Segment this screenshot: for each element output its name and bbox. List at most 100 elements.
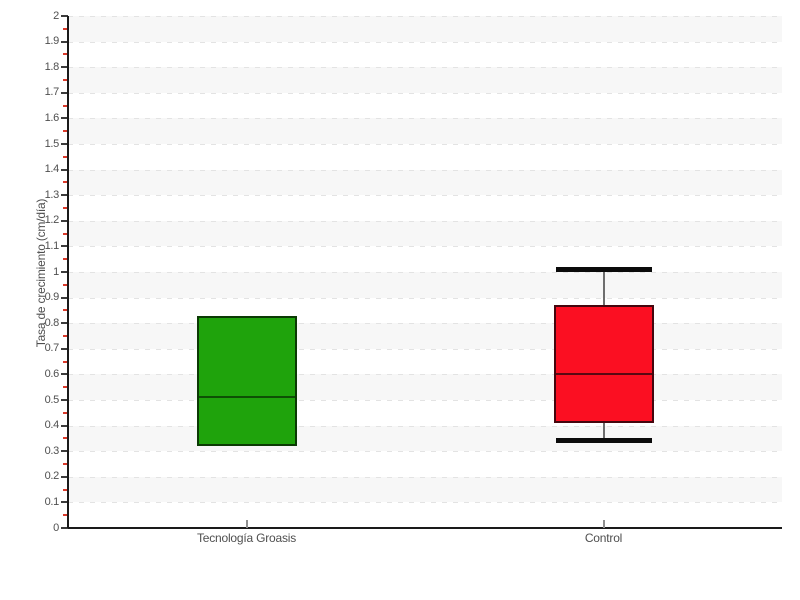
x-axis-line	[68, 527, 782, 529]
y-major-tick	[61, 66, 68, 69]
y-tick-label: 1.1	[44, 239, 60, 252]
y-gridline	[68, 41, 782, 43]
median-line	[198, 396, 295, 399]
y-gridline	[68, 323, 782, 325]
y-major-tick	[61, 347, 68, 350]
y-minor-tick	[63, 130, 68, 133]
y-gridline	[68, 502, 782, 504]
y-tick-label: 0.6	[44, 367, 60, 380]
y-major-tick	[61, 91, 68, 94]
y-minor-tick	[63, 232, 68, 235]
box-tecnologia-groasis	[196, 315, 297, 447]
y-major-tick	[61, 424, 68, 427]
y-major-tick	[61, 322, 68, 325]
y-gridline	[68, 220, 782, 222]
y-major-tick	[61, 143, 68, 145]
y-gridline	[68, 425, 782, 427]
y-tick-label: 1.2	[44, 214, 60, 227]
y-gridline	[68, 169, 782, 171]
x-category-tick	[245, 520, 248, 528]
background-band	[68, 476, 782, 503]
y-tick-label: 0.3	[44, 444, 60, 457]
y-tick-label: 0.7	[44, 342, 60, 355]
background-band	[68, 67, 782, 93]
y-tick-label: 1.6	[44, 111, 60, 124]
y-minor-tick	[63, 360, 68, 363]
y-axis-line	[67, 16, 69, 528]
y-tick-label: 0.2	[44, 470, 60, 483]
y-minor-tick	[63, 309, 68, 312]
y-major-tick	[61, 219, 68, 222]
x-category-label: Tecnología Groasis	[196, 531, 297, 545]
y-gridline	[68, 92, 782, 94]
y-tick-label: 2	[53, 9, 59, 22]
plot-area	[68, 16, 782, 528]
lower-whisker-line	[602, 423, 605, 441]
y-tick-label: 0.8	[44, 316, 60, 329]
y-gridline	[68, 144, 782, 145]
y-minor-tick	[63, 335, 68, 337]
y-gridline	[68, 348, 782, 350]
y-minor-tick	[63, 463, 68, 465]
y-major-tick	[61, 245, 68, 248]
y-minor-tick	[63, 258, 68, 261]
y-minor-tick	[63, 283, 68, 286]
y-minor-tick	[63, 411, 68, 414]
y-major-tick	[61, 15, 68, 17]
y-minor-tick	[63, 437, 68, 440]
y-minor-tick	[63, 104, 68, 107]
upper-whisker-cap	[555, 266, 652, 272]
y-tick-label: 1.8	[44, 60, 60, 73]
y-tick-label: 0	[53, 521, 59, 534]
y-gridline	[68, 195, 782, 197]
background-band	[68, 272, 782, 298]
y-tick-label: 0.1	[44, 495, 60, 508]
upper-whisker-line	[602, 269, 605, 306]
y-gridline	[68, 272, 782, 273]
y-major-tick	[61, 117, 68, 120]
y-major-tick	[61, 373, 68, 376]
y-minor-tick	[63, 79, 68, 81]
background-band	[68, 169, 782, 196]
lower-whisker-cap	[555, 438, 652, 444]
y-major-tick	[61, 271, 68, 273]
y-major-tick	[61, 40, 68, 43]
x-category-label: Control	[584, 531, 623, 545]
y-tick-label: 1.5	[44, 137, 60, 150]
y-gridline	[68, 16, 782, 17]
y-minor-tick	[63, 386, 68, 389]
y-gridline	[68, 67, 782, 69]
y-major-tick	[61, 168, 68, 171]
y-minor-tick	[63, 514, 68, 517]
y-minor-tick	[63, 207, 68, 209]
y-minor-tick	[63, 155, 68, 158]
y-tick-label: 0.4	[44, 419, 60, 432]
y-minor-tick	[63, 181, 68, 184]
y-major-tick	[61, 475, 68, 478]
y-gridline	[68, 297, 782, 299]
y-tick-label: 1.7	[44, 86, 60, 99]
y-gridline	[68, 374, 782, 376]
y-gridline	[68, 451, 782, 453]
background-band	[68, 16, 782, 42]
y-tick-label: 1	[53, 265, 59, 278]
y-major-tick	[61, 296, 68, 299]
median-line	[555, 373, 652, 376]
y-gridline	[68, 476, 782, 478]
y-major-tick	[61, 527, 68, 529]
box-control	[553, 305, 654, 424]
y-major-tick	[61, 501, 68, 504]
y-minor-tick	[63, 488, 68, 491]
y-tick-label: 1.3	[44, 188, 60, 201]
y-major-tick	[61, 450, 68, 453]
y-tick-label: 1.9	[44, 35, 60, 48]
y-gridline	[68, 246, 782, 248]
background-band	[68, 118, 782, 144]
y-minor-tick	[63, 27, 68, 30]
y-major-tick	[61, 194, 68, 197]
background-band	[68, 323, 782, 349]
y-major-tick	[61, 399, 68, 401]
background-band	[68, 374, 782, 400]
y-tick-label: 0.9	[44, 291, 60, 304]
